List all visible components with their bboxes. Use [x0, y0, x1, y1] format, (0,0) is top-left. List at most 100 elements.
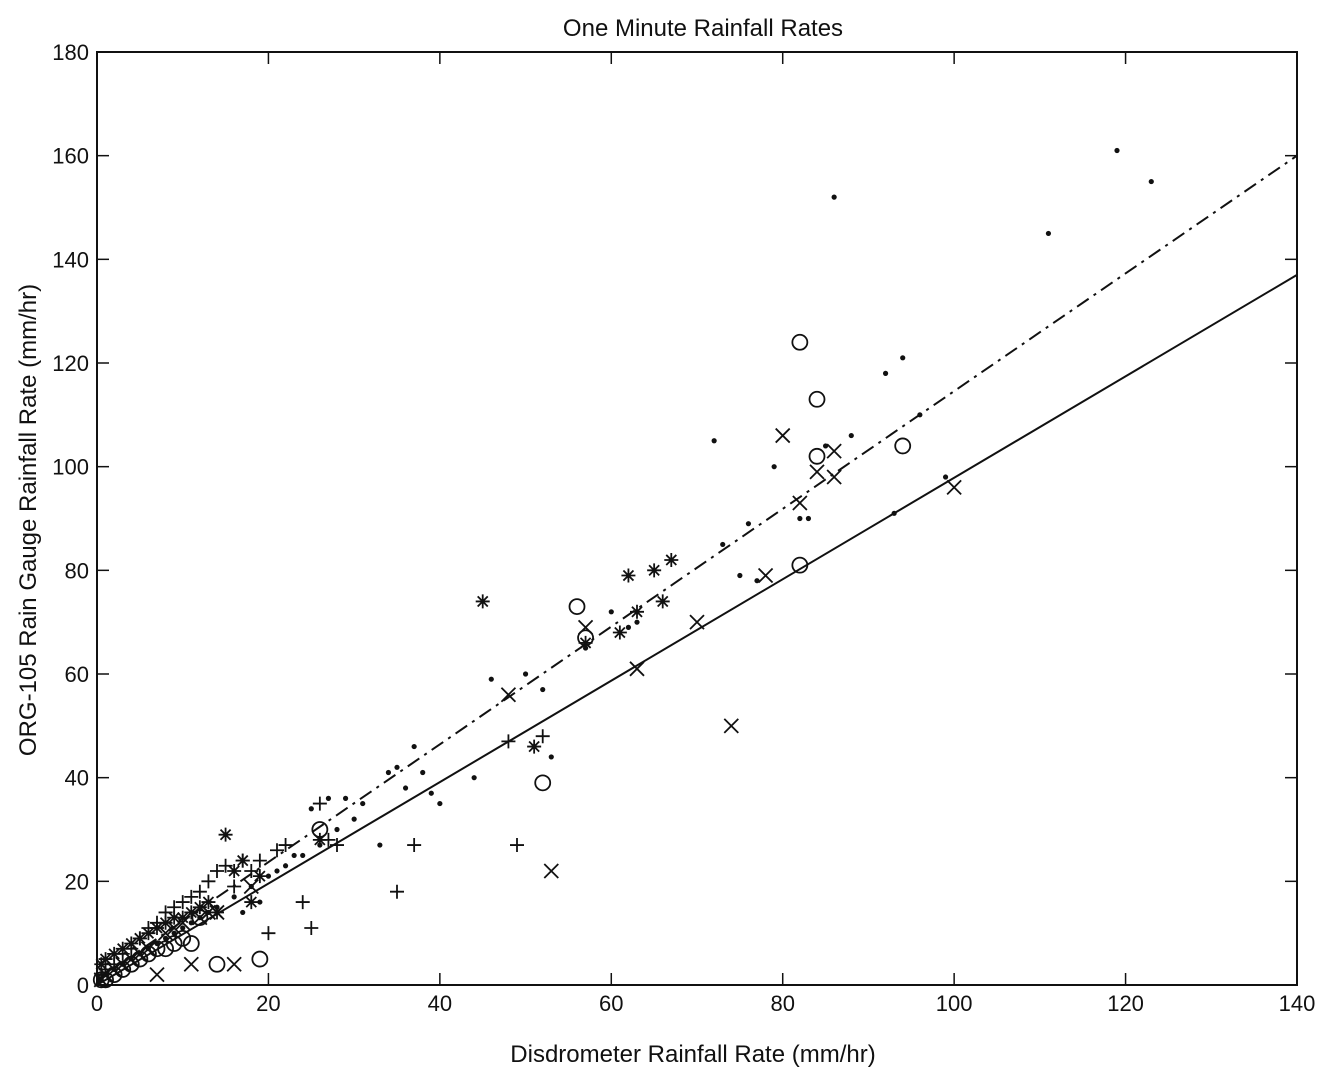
point-plus: [244, 863, 259, 878]
x-tick-label: 140: [1279, 991, 1316, 1016]
point-star: [192, 900, 207, 915]
point-dot: [634, 619, 640, 625]
point-dot: [1045, 230, 1052, 237]
point-plus: [304, 920, 319, 935]
point-circle: [174, 929, 192, 947]
y-tick-label: 140: [52, 247, 89, 272]
plot-frame: [96, 51, 1298, 986]
point-dot: [797, 515, 803, 522]
point-x: [792, 495, 808, 511]
point-star: [664, 552, 679, 567]
point-star: [655, 594, 670, 609]
point-dot: [805, 515, 812, 522]
axis-ticks: 0 20 40 60 80 100 120 140 0 20 40 60 80 100 120 140 160 1…: [52, 40, 1315, 1016]
point-star: [578, 635, 593, 650]
point-circle: [251, 950, 269, 968]
point-x: [757, 567, 774, 584]
point-plus: [218, 858, 233, 873]
point-dot: [428, 790, 434, 796]
point-circle: [894, 437, 912, 455]
point-circle: [808, 390, 826, 408]
point-dot: [900, 355, 906, 361]
point-circle: [534, 774, 552, 792]
point-star: [630, 604, 644, 619]
x-tick-label: 40: [428, 991, 452, 1016]
point-dot: [265, 873, 272, 879]
point-plus: [278, 838, 293, 853]
point-circle: [182, 935, 200, 952]
point-dot: [300, 852, 306, 859]
point-star: [218, 827, 233, 842]
point-star: [475, 594, 490, 609]
point-x: [166, 920, 182, 936]
point-x: [946, 479, 962, 496]
point-dot: [848, 432, 854, 439]
y-tick-label: 40: [65, 766, 89, 791]
y-tick-label: 120: [52, 351, 89, 376]
point-dot: [180, 925, 186, 931]
point-circle: [165, 935, 183, 952]
point-plus: [270, 843, 284, 858]
point-star: [312, 832, 327, 847]
point-plus: [184, 889, 199, 904]
point-plus: [330, 838, 344, 853]
point-plus: [312, 796, 327, 811]
y-axis-label: ORG-105 Rain Gauge Rainfall Rate (mm/hr): [15, 284, 42, 756]
point-dot: [257, 899, 263, 905]
point-dot: [882, 370, 889, 376]
point-star: [167, 910, 182, 925]
point-plus: [407, 838, 422, 853]
point-x: [192, 909, 208, 926]
point-plus: [295, 895, 310, 910]
x-tick-label: 0: [91, 991, 103, 1016]
point-dot: [771, 464, 777, 470]
y-tick-label: 160: [52, 144, 89, 169]
y-tick-label: 60: [65, 662, 89, 687]
point-circle: [808, 447, 826, 465]
point-x: [809, 464, 825, 480]
point-dot: [1114, 147, 1120, 154]
point-star: [227, 863, 242, 878]
point-x: [543, 863, 559, 879]
point-dot: [831, 194, 837, 200]
point-dot: [291, 852, 297, 859]
point-dot: [308, 806, 314, 812]
y-tick-label: 180: [52, 40, 89, 65]
point-x: [132, 946, 148, 962]
point-star: [124, 936, 139, 951]
point-dot: [737, 572, 743, 579]
point-star: [201, 895, 216, 910]
point-x: [123, 951, 139, 967]
point-dot: [711, 438, 717, 444]
point-circle: [157, 940, 174, 958]
point-dot: [351, 816, 357, 822]
point-star: [621, 568, 636, 583]
x-tick-label: 60: [599, 991, 623, 1016]
point-dot: [334, 826, 340, 833]
point-dot: [325, 795, 332, 802]
point-dot: [377, 842, 383, 848]
point-dot: [720, 541, 726, 548]
point-dot: [745, 521, 752, 527]
point-plus: [390, 884, 404, 899]
point-dot: [488, 676, 494, 682]
point-star: [647, 563, 662, 578]
point-plus: [510, 838, 524, 853]
point-x: [97, 966, 114, 983]
x-tick-label: 20: [256, 991, 280, 1016]
point-x: [115, 956, 131, 972]
point-circle: [208, 955, 226, 973]
point-star: [235, 853, 250, 868]
y-tick-label: 20: [65, 869, 89, 894]
point-x: [106, 961, 122, 978]
point-dot: [625, 624, 632, 630]
point-x: [149, 966, 165, 983]
point-dot: [282, 863, 289, 869]
point-dot: [471, 775, 477, 781]
point-plus: [175, 895, 190, 910]
point-circle: [191, 909, 209, 927]
point-dot: [548, 754, 554, 760]
solid-fit-line: [96, 274, 1298, 986]
point-x: [826, 469, 842, 485]
point-dot: [420, 769, 426, 776]
